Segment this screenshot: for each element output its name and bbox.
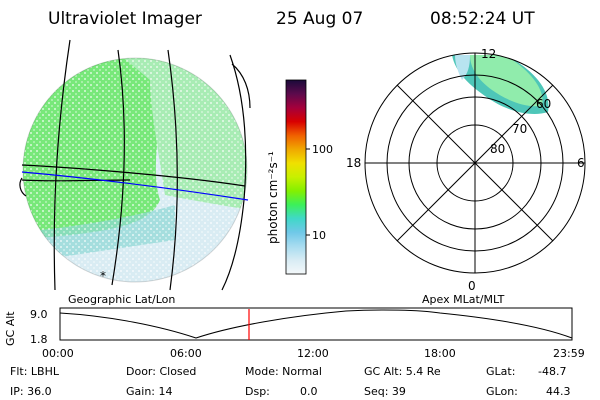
timeline-xtick-2359: 23:59 bbox=[553, 347, 585, 360]
dsp-label: Dsp: bbox=[245, 385, 270, 398]
timeline-ylabel: GC Alt bbox=[4, 311, 17, 346]
right-panel-caption: Apex MLat/MLT bbox=[422, 293, 505, 306]
meridian-line bbox=[111, 49, 125, 286]
timeline-xtick-0000: 00:00 bbox=[42, 347, 74, 360]
glon-label: GLon: bbox=[486, 385, 518, 398]
glat-value: -48.7 bbox=[538, 365, 566, 378]
dsp-value: 0.0 bbox=[300, 385, 318, 398]
colorbar-scale bbox=[285, 79, 307, 275]
mlat-label-60: 60 bbox=[536, 97, 551, 111]
meridian-line bbox=[53, 39, 71, 291]
timeline-xtick-1200: 12:00 bbox=[297, 347, 329, 360]
door-status: Door: Closed bbox=[126, 365, 196, 378]
latitude-line bbox=[21, 179, 131, 182]
mlt-label-6: 6 bbox=[577, 156, 585, 170]
mlat-label-70: 70 bbox=[512, 122, 527, 136]
latitude-line bbox=[21, 164, 246, 187]
geographic-image: * bbox=[19, 39, 251, 291]
timeline-ytick-min: 1.8 bbox=[30, 333, 48, 346]
gc-alt-value: GC Alt: 5.4 Re bbox=[364, 365, 441, 378]
gain-value: Gain: 14 bbox=[126, 385, 173, 398]
colorbar-tick-100: 100 bbox=[312, 143, 333, 156]
glon-value: 44.3 bbox=[546, 385, 571, 398]
mlat-label-80: 80 bbox=[490, 142, 505, 156]
timeline-ytick-max: 9.0 bbox=[30, 308, 48, 321]
mode-value: Mode: Normal bbox=[245, 365, 322, 378]
glat-label: GLat: bbox=[486, 365, 515, 378]
time-label: 08:52:24 UT bbox=[430, 9, 535, 29]
gc-alt-timeline: GC Alt 9.0 1.8 00:00 06:00 12:00 18:00 2… bbox=[4, 307, 585, 360]
coastline-arc bbox=[231, 63, 251, 109]
meridian-line bbox=[167, 49, 178, 291]
timeline-frame bbox=[59, 307, 573, 341]
mlt-label-12: 12 bbox=[481, 47, 496, 61]
instrument-title: Ultraviolet Imager bbox=[48, 9, 202, 29]
station-marker: * bbox=[100, 269, 106, 283]
left-panel-caption: Geographic Lat/Lon bbox=[68, 293, 175, 306]
status-info: Flt: LBHL IP: 36.0 Door: Closed Gain: 14… bbox=[10, 365, 571, 398]
gc-alt-curve bbox=[59, 309, 573, 339]
colorbar-tick-10: 10 bbox=[312, 229, 326, 242]
polar-axis-diagonal bbox=[396, 84, 554, 242]
timeline-xtick-0600: 06:00 bbox=[170, 347, 202, 360]
polar-plot: 12 18 6 0 60 70 80 bbox=[346, 47, 586, 293]
sequence-value: Seq: 39 bbox=[364, 385, 406, 398]
colorbar-units-label: photon cm⁻²s⁻¹ bbox=[266, 151, 280, 244]
terminator-line bbox=[21, 171, 249, 201]
coastline-arc bbox=[19, 177, 27, 197]
filter-value: Flt: LBHL bbox=[10, 365, 60, 378]
mlt-label-0: 0 bbox=[468, 279, 476, 293]
colorbar: 100 10 photon cm⁻²s⁻¹ bbox=[266, 79, 333, 275]
ip-value: IP: 36.0 bbox=[10, 385, 52, 398]
date-label: 25 Aug 07 bbox=[276, 9, 363, 29]
mlt-label-18: 18 bbox=[346, 156, 361, 170]
timeline-xtick-1800: 18:00 bbox=[424, 347, 456, 360]
meridian-line bbox=[221, 54, 247, 291]
